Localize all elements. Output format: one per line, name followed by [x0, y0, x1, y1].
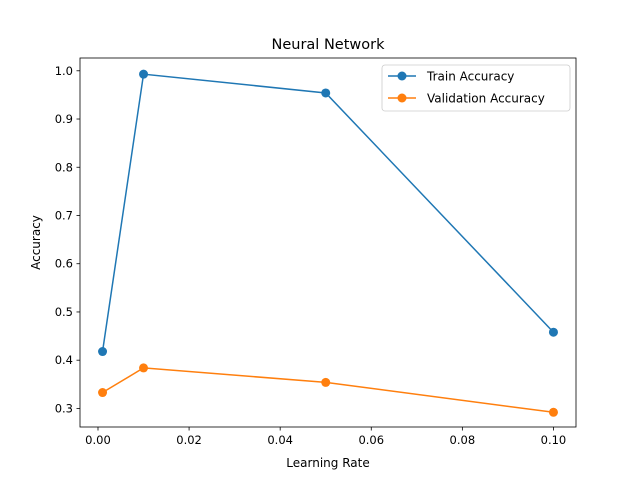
y-tick-label: 0.5: [55, 305, 73, 319]
y-axis-label: Accuracy: [29, 215, 43, 270]
series-line: [102, 367, 554, 414]
y-axis: 0.3 0.4 0.5 0.6 0.7 0.8 0.9 1.0: [55, 64, 80, 415]
data-point: [548, 327, 558, 337]
data-point: [321, 377, 331, 387]
data-point: [321, 88, 331, 98]
series-line: [101, 73, 554, 352]
series-1: [98, 363, 558, 417]
x-tick-label: 0.08: [450, 433, 476, 447]
y-tick-label: 0.9: [55, 112, 73, 126]
legend-item: Train Accuracy: [388, 70, 514, 84]
data-point: [139, 363, 149, 373]
y-tick-label: 0.8: [55, 160, 73, 174]
series-0: [98, 69, 558, 357]
x-tick-label: 0.06: [358, 433, 384, 447]
x-tick-label: 0.02: [176, 433, 202, 447]
legend-item: Validation Accuracy: [388, 92, 545, 106]
x-tick-label: 0.00: [85, 433, 111, 447]
chart-title: Neural Network: [272, 37, 386, 53]
legend-label: Validation Accuracy: [427, 92, 545, 106]
y-tick-label: 0.4: [55, 353, 73, 367]
data-point: [139, 69, 149, 79]
data-point: [98, 388, 108, 398]
x-axis: 0.00 0.02 0.04 0.06 0.08 0.10: [85, 427, 566, 447]
legend: Train Accuracy Validation Accuracy: [381, 64, 571, 112]
y-tick-label: 0.6: [55, 257, 73, 271]
data-point: [548, 407, 558, 417]
x-tick-label: 0.04: [267, 433, 293, 447]
data-point: [98, 347, 108, 357]
legend-marker: [397, 93, 407, 103]
legend-label: Train Accuracy: [426, 70, 514, 84]
y-tick-label: 0.7: [55, 208, 73, 222]
y-tick-label: 1.0: [55, 64, 73, 78]
x-tick-label: 0.10: [541, 433, 567, 447]
y-tick-label: 0.3: [55, 401, 73, 415]
legend-marker: [397, 71, 407, 81]
legend-box: [381, 64, 571, 112]
x-axis-label: Learning Rate: [286, 456, 369, 470]
plot-area-frame: [79, 57, 577, 428]
